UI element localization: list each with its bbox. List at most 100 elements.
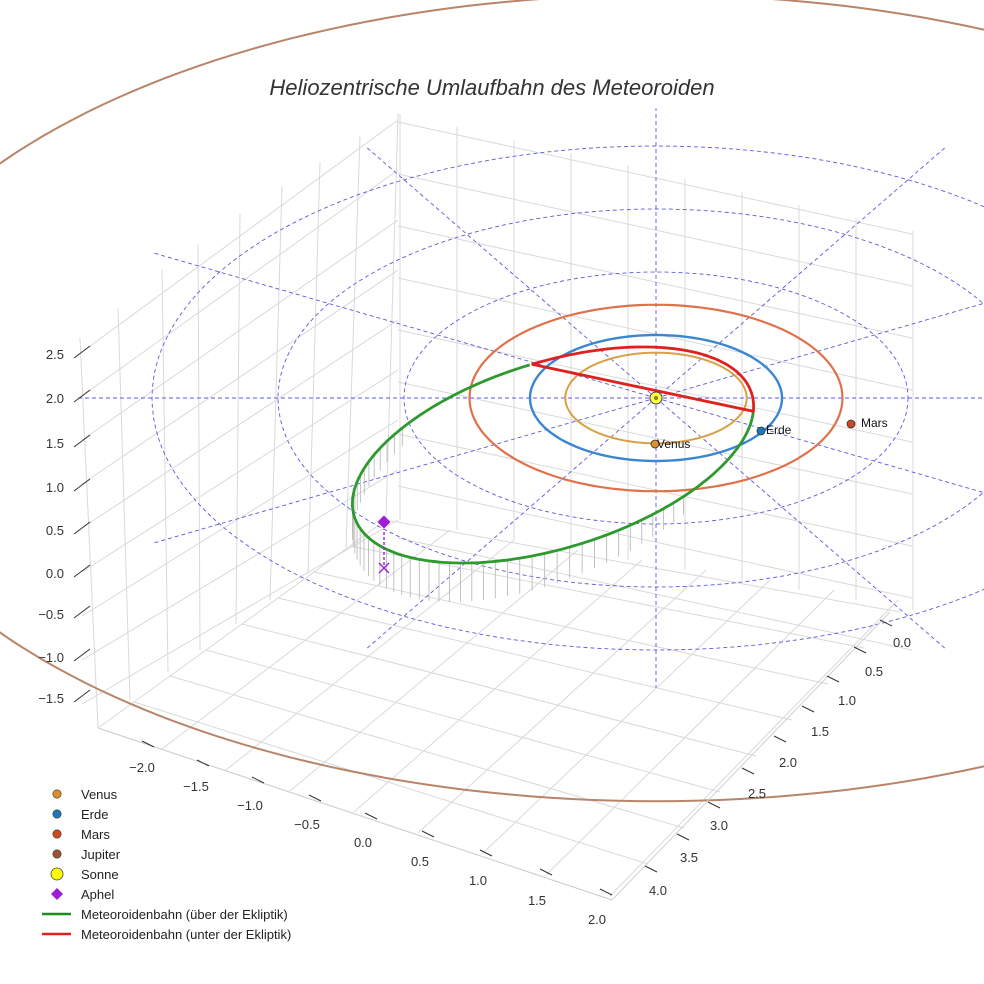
x-tick-label: 1.0	[469, 873, 487, 888]
legend-label: Meteoroidenbahn (über der Ekliptik)	[81, 907, 288, 922]
y-tick-mark	[676, 833, 690, 841]
grid-line	[205, 649, 721, 793]
grid-line	[81, 269, 399, 485]
y-tick-mark	[853, 646, 867, 654]
meteoroid-drop-lines	[352, 427, 684, 602]
grid-line	[269, 185, 283, 601]
z-tick-label: −1.5	[38, 691, 64, 706]
x-tick-label: 0.5	[411, 854, 429, 869]
planet-orbits	[468, 303, 844, 493]
z-tick-label: −1.0	[38, 650, 64, 665]
z-tick-label: −0.5	[38, 607, 64, 622]
ecliptic-spoke	[655, 302, 984, 399]
grid-line	[225, 539, 515, 771]
x-tick-mark	[141, 740, 155, 748]
z-tick-mark	[73, 521, 91, 535]
grid-line	[79, 337, 99, 729]
erde-orbit	[528, 333, 784, 463]
x-tick-label: 1.5	[528, 893, 546, 908]
z-tick-mark	[73, 345, 91, 359]
ecliptic-spoke	[153, 397, 657, 544]
z-tick-label: 2.0	[46, 391, 64, 406]
z-tick-mark	[73, 478, 91, 492]
x-tick-mark	[364, 812, 378, 820]
x-tick-mark	[539, 868, 553, 876]
grid-line	[133, 701, 649, 865]
y-tick-label: 3.5	[680, 850, 698, 865]
grid-line	[117, 307, 131, 701]
legend-item: Aphel	[51, 887, 114, 902]
grid-line	[545, 589, 835, 876]
meteoroid-orbit-below	[531, 345, 755, 413]
legend-label: Sonne	[81, 867, 119, 882]
legend-item: Erde	[52, 807, 108, 822]
grid-line	[81, 419, 399, 617]
ecliptic-spoke	[365, 146, 657, 399]
y-tick-label: 3.0	[710, 818, 728, 833]
grid-line	[81, 369, 399, 573]
aphel-projection-marker	[378, 562, 390, 574]
legend-swatch	[52, 809, 62, 819]
grid-line	[197, 243, 201, 651]
grid-line	[97, 519, 387, 729]
planet-label: Venus	[657, 437, 690, 451]
venus-orbit	[564, 351, 748, 445]
grid-line	[307, 161, 321, 575]
legend-item: Mars	[52, 827, 110, 842]
x-tick-mark	[308, 794, 322, 802]
grid-line	[609, 599, 899, 897]
grid-line	[161, 269, 169, 673]
planet-label: Mars	[861, 416, 888, 430]
z-tick-mark	[73, 605, 91, 619]
grid-line	[385, 113, 399, 521]
chart-title: Heliozentrische Umlaufbahn des Meteoroid…	[269, 75, 714, 100]
legend-item: Jupiter	[52, 847, 121, 862]
grid-line	[235, 213, 241, 625]
z-tick-label: 2.5	[46, 347, 64, 362]
planet-venus: Venus	[650, 437, 690, 451]
grid-line	[313, 571, 829, 685]
grid-line	[81, 169, 399, 397]
planet-label: Erde	[766, 423, 792, 437]
grid-line	[81, 119, 399, 353]
x-axis-line	[97, 727, 613, 901]
y-tick-mark	[801, 705, 815, 713]
ecliptic-circle	[277, 208, 984, 588]
grid-line	[81, 319, 399, 529]
ecliptic-spoke	[153, 252, 657, 399]
planet-mars: Mars	[846, 416, 888, 430]
grid-line	[397, 121, 913, 235]
y-tick-mark	[826, 675, 840, 683]
grid-line	[81, 469, 399, 661]
grid-line	[397, 537, 913, 651]
y-tick-label: 1.5	[811, 724, 829, 739]
legend-swatch	[52, 789, 62, 799]
sun-core	[653, 395, 659, 401]
y-tick-mark	[707, 801, 721, 809]
y-axis-line	[611, 611, 891, 901]
z-tick-mark	[73, 689, 91, 703]
x-tick-mark	[196, 759, 210, 767]
legend-item: Meteoroidenbahn (unter der Ekliptik)	[42, 927, 291, 942]
planet-marker	[846, 419, 856, 429]
x-tick-mark	[421, 830, 435, 838]
meteoroid-orbit	[351, 345, 755, 565]
legend-label: Erde	[81, 807, 108, 822]
aphel-marker	[376, 514, 392, 530]
legend-item: Sonne	[50, 867, 119, 882]
grid-line	[397, 329, 913, 443]
z-tick-label: 0.0	[46, 566, 64, 581]
grid-line	[81, 219, 399, 441]
planet-marker	[756, 426, 766, 436]
y-tick-mark	[644, 865, 658, 873]
x-tick-label: −1.0	[237, 798, 263, 813]
grid-line	[417, 569, 707, 834]
z-tick-label: 0.5	[46, 523, 64, 538]
grid-line	[241, 623, 757, 757]
x-tick-label: 2.0	[588, 912, 606, 927]
grid-line	[81, 519, 399, 705]
grid-line	[397, 173, 913, 287]
x-tick-mark	[251, 776, 265, 784]
legend-label: Mars	[81, 827, 110, 842]
grid-line	[385, 519, 901, 613]
